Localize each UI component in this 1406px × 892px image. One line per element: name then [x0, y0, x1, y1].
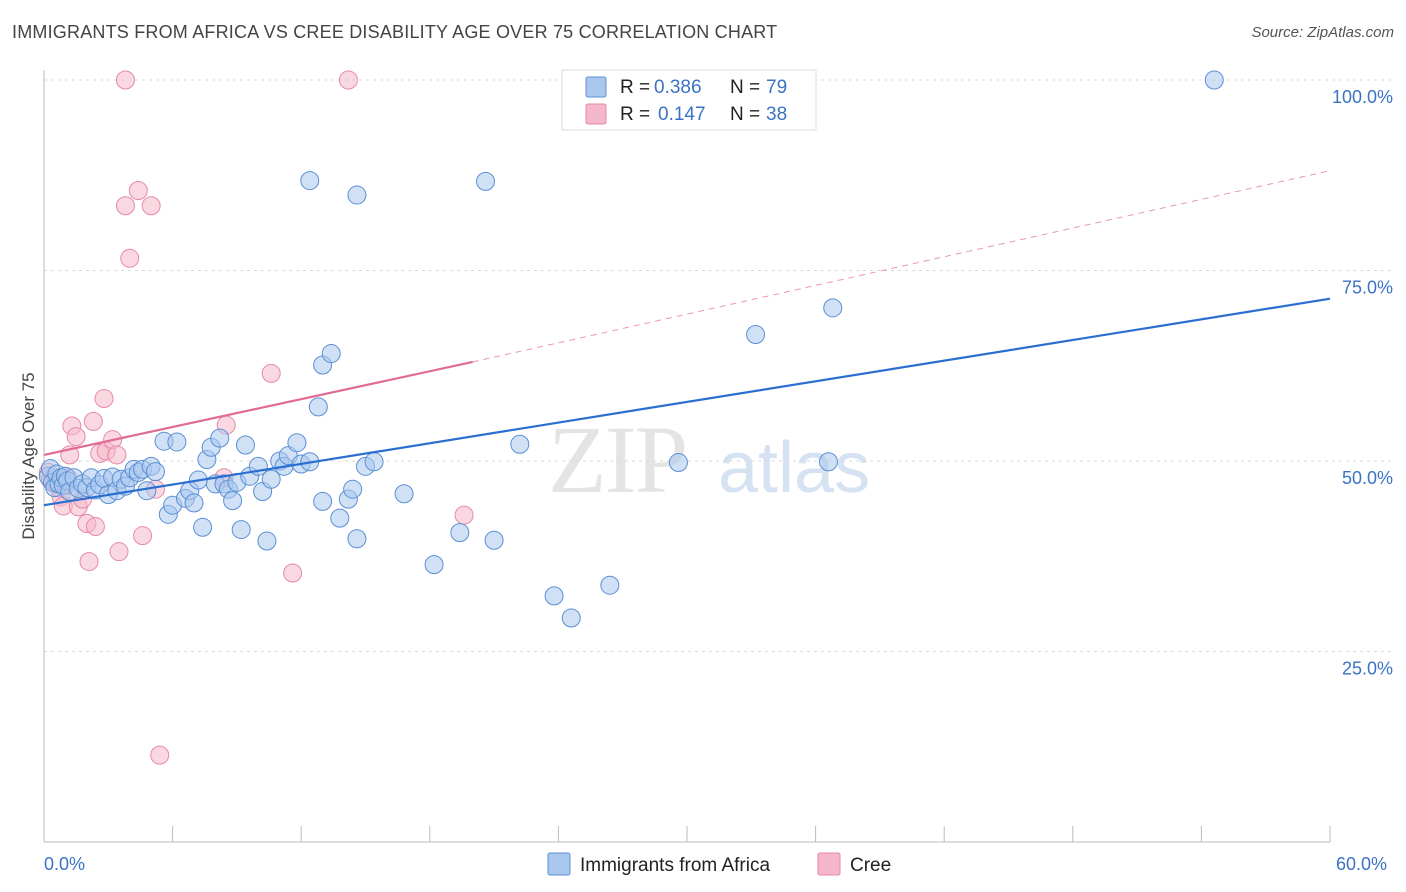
cree-point-17 — [94, 389, 114, 409]
africa-point-77 — [561, 608, 581, 628]
y-tick-label-50: 50.0% — [1342, 468, 1393, 488]
africa-point-61 — [308, 397, 328, 417]
cree-point-9 — [66, 427, 86, 447]
legend-swatch-africa — [585, 76, 607, 98]
africa-point-75 — [510, 434, 530, 454]
cree-point-31 — [261, 363, 281, 383]
cree-point-34 — [115, 70, 135, 90]
x-tick-label-max: 60.0% — [1336, 854, 1387, 874]
watermark-atlas: atlas — [718, 428, 870, 508]
x-ticks — [43, 826, 1331, 842]
grid-lines — [44, 79, 1392, 652]
y-tick-label-100: 100.0% — [1332, 87, 1393, 107]
africa-points — [38, 70, 1224, 628]
cree-point-21 — [109, 542, 129, 562]
watermark-zip: ZIP — [548, 406, 686, 513]
africa-point-64 — [313, 491, 333, 511]
bottom-legend-swatch-cree — [817, 852, 841, 876]
africa-point-65 — [330, 508, 350, 528]
cree-point-35 — [338, 70, 358, 90]
africa-point-53 — [257, 531, 277, 551]
x-tick-label-min: 0.0% — [44, 854, 85, 874]
chart-title: IMMIGRANTS FROM AFRICA VS CREE DISABILIT… — [12, 22, 778, 42]
bottom-legend-swatch-africa — [547, 852, 571, 876]
legend-n-value-cree: 38 — [766, 104, 787, 125]
legend-swatch-cree — [585, 103, 607, 125]
cree-point-26 — [141, 196, 161, 216]
cree-point-14 — [83, 411, 103, 431]
africa-point-37 — [184, 493, 204, 513]
africa-point-70 — [364, 452, 384, 472]
y-tick-label-75: 75.0% — [1342, 278, 1393, 298]
cree-point-28 — [150, 745, 170, 765]
africa-point-82 — [823, 298, 843, 318]
cree-point-33 — [454, 505, 474, 525]
axes — [43, 70, 1330, 843]
africa-point-86 — [1204, 70, 1224, 90]
bottom-legend-label-africa: Immigrants from Africa — [580, 855, 770, 876]
cree-point-32 — [283, 563, 303, 583]
africa-point-63 — [321, 344, 341, 364]
y-axis-label: Disability Age Over 75 — [19, 372, 38, 539]
cree-point-25 — [133, 526, 153, 546]
africa-point-39 — [193, 517, 213, 537]
africa-point-73 — [450, 523, 470, 543]
africa-point-84 — [300, 171, 320, 191]
cree-point-13 — [79, 552, 99, 572]
cree-trend-extension — [472, 170, 1331, 363]
cree-points — [38, 70, 474, 765]
cree-point-24 — [128, 180, 148, 200]
africa-point-85 — [476, 171, 496, 191]
source-label: Source: ZipAtlas.com — [1251, 24, 1394, 41]
africa-point-34 — [167, 432, 187, 452]
legend-box: R = 0.386 N = 79 R = 0.147 N = 38 — [561, 69, 817, 131]
cree-point-15 — [85, 517, 105, 537]
cree-point-20 — [107, 445, 127, 465]
cree-trend-line — [43, 360, 473, 456]
africa-point-81 — [818, 452, 838, 472]
africa-point-67 — [343, 479, 363, 499]
africa-point-74 — [484, 530, 504, 550]
legend-r-label-cree: R = — [620, 104, 650, 125]
legend-n-label-africa: N = — [730, 77, 760, 98]
africa-point-58 — [287, 433, 307, 453]
africa-point-43 — [210, 428, 230, 448]
trend-lines — [43, 170, 1331, 507]
africa-point-68 — [347, 529, 367, 549]
africa-point-48 — [231, 520, 251, 540]
africa-point-83 — [347, 185, 367, 205]
africa-point-72 — [424, 555, 444, 575]
legend-r-value-africa: 0.386 — [654, 77, 702, 98]
bottom-legend-label-cree: Cree — [850, 855, 891, 876]
legend-n-label-cree: N = — [730, 104, 760, 125]
africa-trend-line — [43, 297, 1331, 507]
africa-point-71 — [394, 484, 414, 504]
y-tick-labels: 25.0% 50.0% 75.0% 100.0% — [1332, 87, 1393, 679]
y-tick-label-25: 25.0% — [1342, 659, 1393, 679]
bottom-legend: Immigrants from Africa Cree — [547, 852, 891, 876]
africa-point-79 — [668, 453, 688, 473]
legend-n-value-africa: 79 — [766, 77, 787, 98]
africa-point-54 — [261, 469, 281, 489]
africa-point-80 — [746, 325, 766, 345]
legend-r-label-africa: R = — [620, 77, 650, 98]
cree-point-22 — [115, 196, 135, 216]
africa-point-46 — [223, 491, 243, 511]
cree-point-23 — [120, 248, 140, 268]
africa-point-49 — [235, 435, 255, 455]
legend-r-value-cree: 0.147 — [658, 104, 706, 125]
africa-point-76 — [544, 586, 564, 606]
africa-point-30 — [145, 462, 165, 482]
africa-point-78 — [600, 575, 620, 595]
